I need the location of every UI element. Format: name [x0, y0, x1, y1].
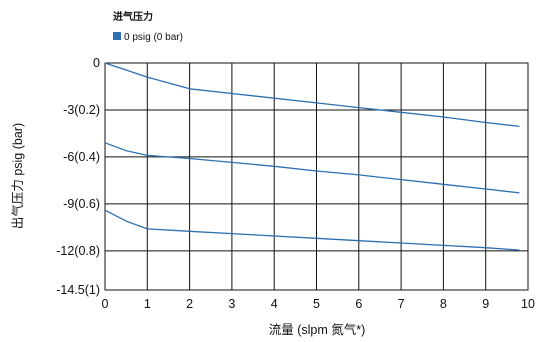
series-line-3: [104, 209, 520, 251]
y-tick-label: -14.5(1): [56, 283, 100, 297]
x-tick-label: 1: [144, 297, 151, 311]
legend-entry-label: 0 psig (0 bar): [124, 32, 183, 43]
x-tick-label: 8: [440, 297, 447, 311]
legend-swatch: [113, 32, 121, 40]
legend-title: 进气压力: [113, 10, 153, 23]
y-axis-ticks: 0 -3(0.2) -6(0.4) -9(0.6) -12(0.8) -14.5(1): [56, 56, 100, 297]
series-line-1: [104, 62, 520, 128]
x-axis-label: 流量 (slpm 氮气*): [269, 322, 366, 337]
x-tick-label: 9: [482, 297, 489, 311]
y-tick-label: -9(0.6): [63, 197, 100, 211]
x-tick-label: 4: [271, 297, 278, 311]
series-line-2: [104, 142, 520, 194]
x-tick-label: 7: [398, 297, 405, 311]
y-axis-label: 出气压力 psig (bar): [10, 123, 25, 229]
x-tick-label: 0: [102, 297, 109, 311]
plot-frame: [104, 62, 529, 291]
series-lines: [104, 62, 520, 251]
x-tick-label: 3: [228, 297, 235, 311]
x-tick-label: 6: [355, 297, 362, 311]
x-tick-label: 2: [186, 297, 193, 311]
grid: [104, 62, 529, 291]
y-tick-label: 0: [93, 56, 100, 70]
y-tick-label: -6(0.4): [63, 150, 100, 164]
x-axis-ticks: 0 1 2 3 4 5 6 7 8 9 10: [102, 297, 535, 311]
legend: 进气压力 0 psig (0 bar): [113, 10, 183, 43]
x-tick-label: 10: [521, 297, 535, 311]
y-tick-label: -3(0.2): [63, 103, 100, 117]
y-tick-label: -12(0.8): [56, 244, 100, 258]
x-tick-label: 5: [313, 297, 320, 311]
